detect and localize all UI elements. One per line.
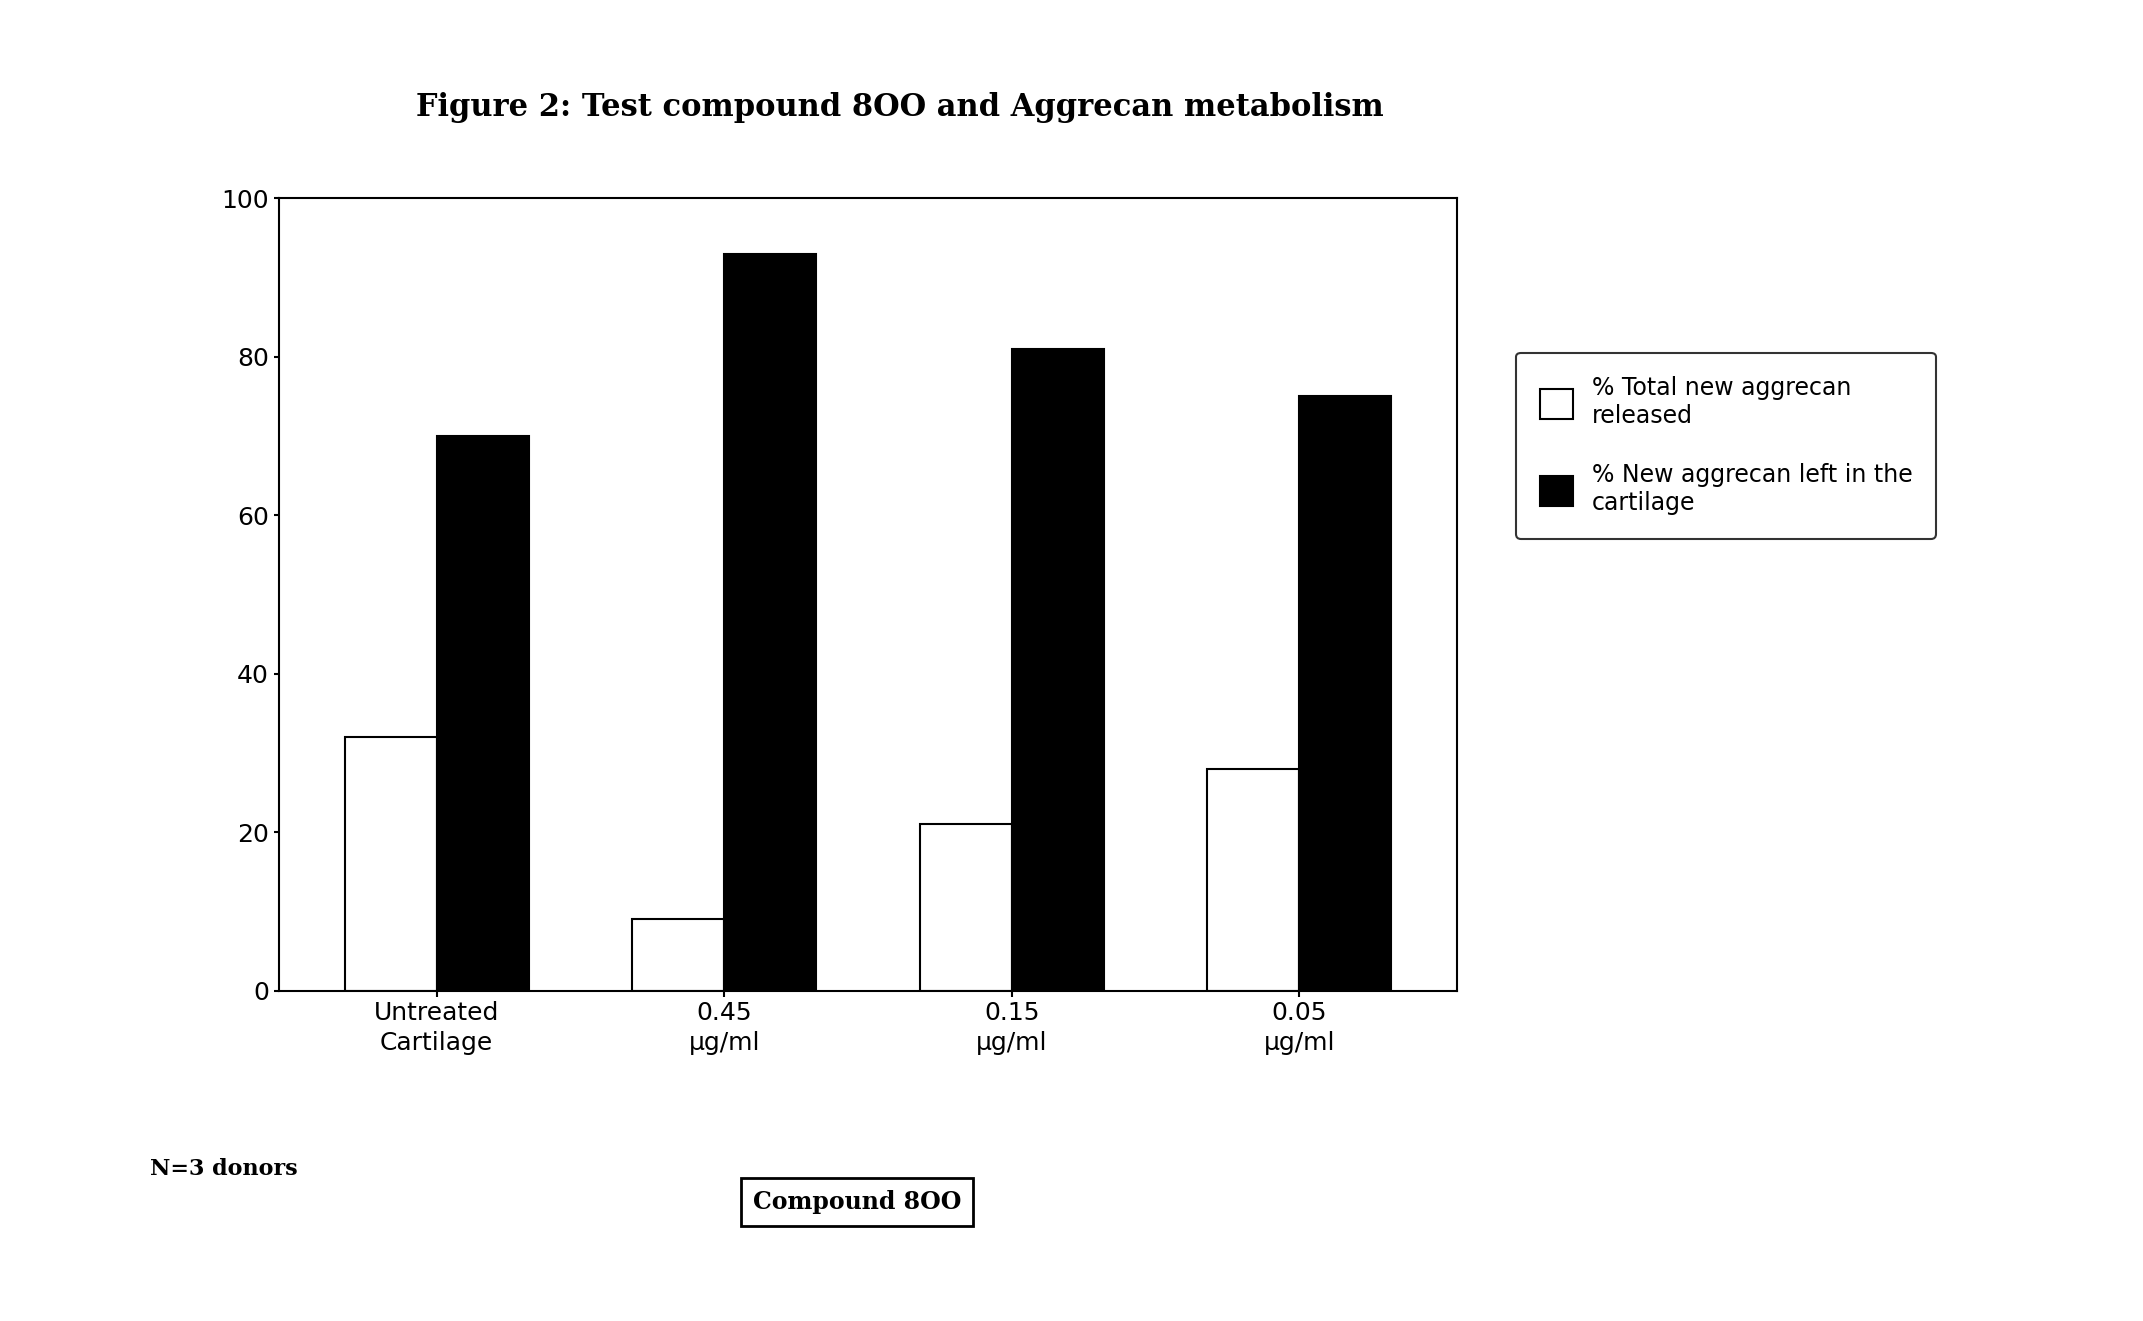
Bar [1207, 769, 1299, 991]
Text: N=3 donors: N=3 donors [150, 1159, 298, 1180]
Legend: % Total new aggrecan
released, % New aggrecan left in the
cartilage: % Total new aggrecan released, % New agg… [1517, 353, 1935, 539]
Bar [345, 737, 437, 991]
Bar [1011, 349, 1104, 991]
Bar [724, 254, 816, 991]
Text: Figure 2: Test compound 8OO and Aggrecan metabolism: Figure 2: Test compound 8OO and Aggrecan… [416, 92, 1384, 123]
Bar [919, 824, 1011, 991]
Text: Compound 8OO: Compound 8OO [752, 1190, 962, 1214]
Bar [1299, 396, 1391, 991]
Bar [632, 919, 724, 991]
Bar [437, 436, 529, 991]
